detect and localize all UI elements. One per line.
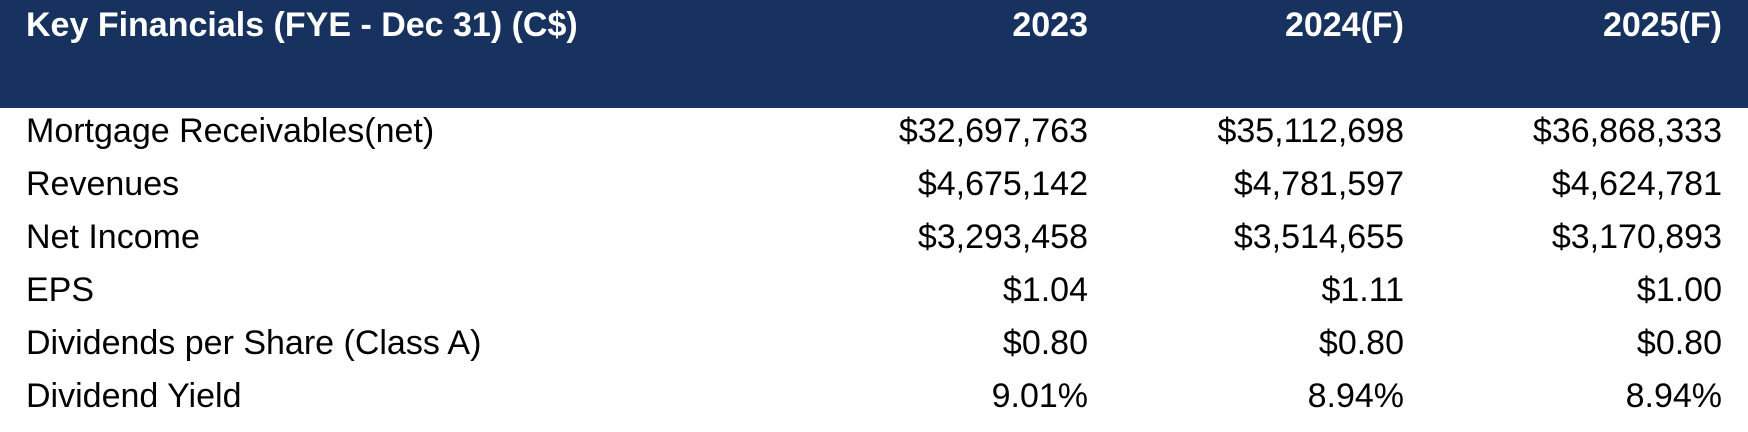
table-header: Key Financials (FYE - Dec 31) (C$) 2023 …	[0, 0, 1748, 108]
row-value: $0.80	[1318, 324, 1404, 362]
row-value: 8.94%	[1307, 377, 1404, 415]
row-value: $1.00	[1636, 271, 1722, 309]
row-value: 9.01%	[991, 377, 1088, 415]
table-row: Dividends per Share (Class A) $0.80 $0.8…	[0, 317, 1748, 370]
table-row: EPS $1.04 $1.11 $1.00	[0, 264, 1748, 317]
row-value: $3,514,655	[1233, 218, 1404, 256]
row-label: Revenues	[26, 165, 180, 203]
table-row: Mortgage Receivables(net) $32,697,763 $3…	[0, 105, 1748, 158]
row-label: Mortgage Receivables(net)	[26, 112, 435, 150]
row-value: $32,697,763	[898, 112, 1088, 150]
row-label: Dividend Yield	[26, 377, 242, 415]
column-header-2023: 2023	[1012, 6, 1088, 44]
table-title: Key Financials (FYE - Dec 31) (C$)	[26, 6, 578, 44]
row-value: $36,868,333	[1532, 112, 1722, 150]
row-value: 8.94%	[1625, 377, 1722, 415]
row-value: $4,624,781	[1551, 165, 1722, 203]
table-row: Net Income $3,293,458 $3,514,655 $3,170,…	[0, 211, 1748, 264]
column-header-2025f: 2025(F)	[1602, 6, 1722, 44]
row-value: $3,293,458	[917, 218, 1088, 256]
row-value: $1.11	[1321, 271, 1404, 309]
row-value: $4,675,142	[917, 165, 1088, 203]
row-value: $4,781,597	[1233, 165, 1404, 203]
row-label: EPS	[26, 271, 95, 309]
column-header-2024f: 2024(F)	[1284, 6, 1404, 44]
row-value: $0.80	[1002, 324, 1088, 362]
table-row: Revenues $4,675,142 $4,781,597 $4,624,78…	[0, 158, 1748, 211]
row-value: $1.04	[1002, 271, 1088, 309]
table-row: Dividend Yield 9.01% 8.94% 8.94%	[0, 370, 1748, 423]
row-label: Dividends per Share (Class A)	[26, 324, 482, 362]
row-value: $3,170,893	[1551, 218, 1722, 256]
row-label: Net Income	[26, 218, 200, 256]
row-value: $35,112,698	[1217, 112, 1404, 150]
row-value: $0.80	[1636, 324, 1722, 362]
